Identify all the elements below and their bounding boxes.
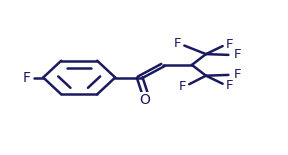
Text: O: O (139, 93, 150, 107)
Text: F: F (233, 68, 241, 81)
Text: F: F (178, 80, 186, 93)
Text: F: F (226, 38, 233, 51)
Text: F: F (226, 79, 233, 92)
Text: F: F (22, 71, 31, 84)
Text: F: F (233, 48, 241, 61)
Text: F: F (173, 37, 181, 50)
